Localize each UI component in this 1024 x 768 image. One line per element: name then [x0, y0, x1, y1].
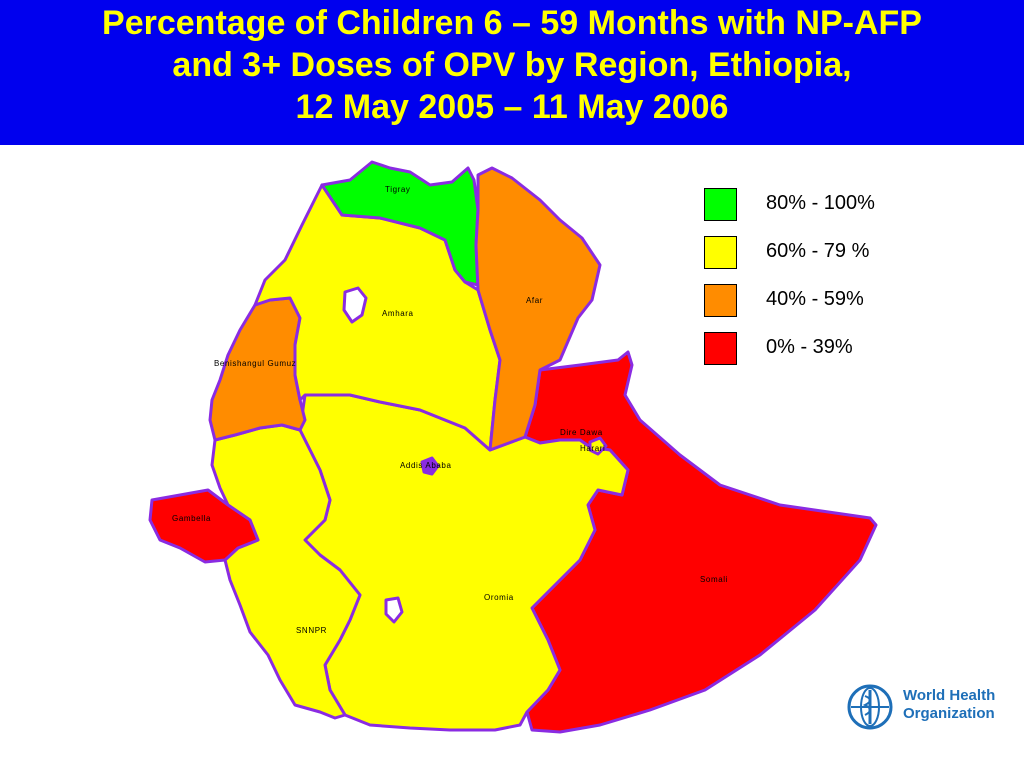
legend-label: 80% - 100% [766, 192, 875, 214]
legend-label: 60% - 79 % [766, 240, 870, 262]
label-dire-dawa: Dire Dawa [560, 428, 603, 437]
legend-swatch-green [704, 188, 737, 221]
region-afar[interactable] [474, 166, 602, 452]
label-oromia: Oromia [484, 593, 514, 602]
legend-swatch-yellow [704, 236, 737, 269]
region-harari[interactable] [588, 436, 608, 456]
lake-tana [342, 286, 368, 324]
who-text-line2: Organization [903, 705, 995, 722]
label-snnpr: SNNPR [296, 626, 327, 635]
label-amhara: Amhara [382, 309, 414, 318]
title-line-1: Percentage of Children 6 – 59 Months wit… [102, 4, 922, 42]
label-gambella: Gambella [172, 514, 211, 523]
legend-swatch-orange [704, 284, 737, 317]
lake-small [384, 596, 404, 624]
label-harari: Harari [580, 444, 605, 453]
title-line-3: 12 May 2005 – 11 May 2006 [295, 88, 729, 126]
who-logo: World Health Organization [845, 682, 1010, 732]
region-snnpr[interactable] [210, 423, 362, 720]
ethiopia-region-map: Tigray Afar Amhara Benishangul Gumuz Gam… [148, 160, 878, 734]
label-tigray: Tigray [385, 185, 411, 194]
title-line-2: and 3+ Doses of OPV by Region, Ethiopia, [172, 46, 852, 84]
who-emblem-icon [847, 684, 893, 730]
who-text-line1: World Health [903, 687, 996, 704]
region-benishangul[interactable] [208, 296, 307, 442]
region-addis-ababa[interactable] [420, 456, 440, 476]
title-bar: Percentage of Children 6 – 59 Months wit… [0, 0, 1024, 145]
who-text: World Health Organization [903, 687, 995, 723]
legend-label: 0% - 39% [766, 336, 853, 358]
legend-label: 40% - 59% [766, 288, 864, 310]
label-benishangul: Benishangul Gumuz [214, 359, 296, 368]
region-gambella[interactable] [148, 488, 260, 564]
legend-swatch-red [704, 332, 737, 365]
label-somali: Somali [700, 575, 728, 584]
label-afar: Afar [526, 296, 543, 305]
label-addis-ababa: Addis Ababa [400, 461, 452, 470]
